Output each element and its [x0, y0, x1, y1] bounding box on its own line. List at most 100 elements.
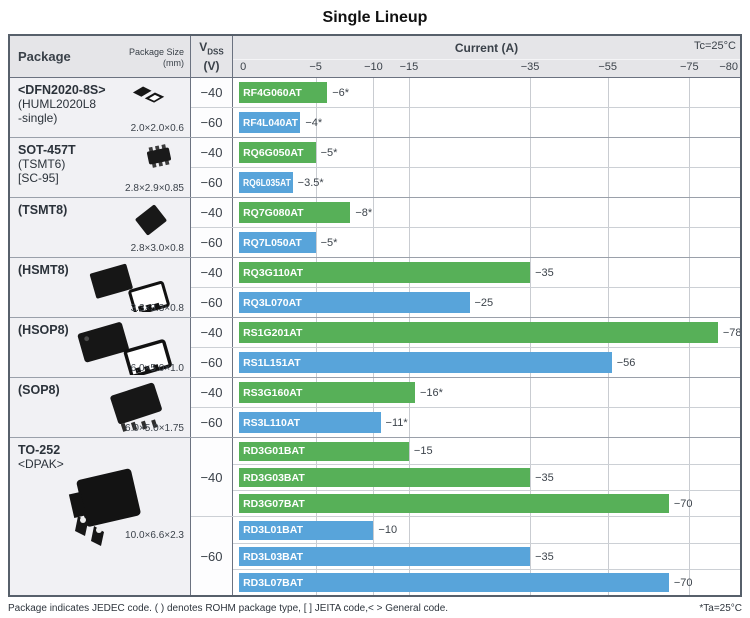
- part-number-label: RF4L040AT: [243, 116, 299, 129]
- bar-row: RS1G201AT −78: [233, 318, 740, 347]
- vdss-value: −40: [191, 318, 233, 347]
- vdss-value: −60: [191, 108, 233, 137]
- package-group: TO-252 <DPAK> 10.0×6.6×2.3 −40 RD3G01BAT −15 R…: [10, 437, 740, 595]
- current-axis-ticks: 0 −5 −10 −15 −35 −55 −75 −80: [233, 60, 740, 77]
- bar-rows: RQ7L050AT −5*: [233, 228, 740, 257]
- axis-gridline: [689, 198, 691, 227]
- current-bar: RS3G160AT: [239, 382, 415, 403]
- axis-gridline: [530, 168, 532, 197]
- axis-gridline: [607, 78, 609, 107]
- axis-gridline: [607, 168, 609, 197]
- bar-rows: RD3L01BAT −10 RD3L03BAT −35 RD3L07BAT −70: [233, 517, 740, 595]
- package-group: SOT-457T (TSMT6) [SC-95] 2.8×2.9×0.85 −40 RQ6…: [10, 137, 740, 197]
- vdss-header-unit: (V): [203, 59, 220, 74]
- voltage-blocks: −40 RS1G201AT −78 −60 RS1L151AT −56: [191, 318, 740, 377]
- voltage-block: −60 RS1L151AT −56: [191, 347, 740, 377]
- axis-tick-label: −35: [520, 61, 540, 73]
- current-value-label: −10: [378, 524, 398, 536]
- bar-rows: RD3G01BAT −15 RD3G03BAT −35 RD3G07BAT −70: [233, 438, 740, 516]
- package-size-header-unit: (mm): [163, 58, 184, 68]
- package-group: (HSMT8) 3.3×3.3×0.8 −40 RQ3G110AT −35 −60 RQ3L…: [10, 257, 740, 317]
- package-code: (TSMT6): [18, 157, 66, 171]
- current-value-label: −56: [616, 356, 636, 369]
- current-bar: RD3G03BAT: [239, 468, 531, 487]
- to252-package-icon: [56, 468, 160, 546]
- axis-gridline: [689, 108, 691, 137]
- bar-row: RS1L151AT −56: [233, 348, 740, 377]
- package-name: TO-252: [18, 443, 61, 457]
- axis-gridline: [689, 168, 691, 197]
- current-value-label: −8*: [355, 206, 373, 219]
- package-group: <DFN2020-8S> (HUML2020L8 -single) 2.0×2.0×…: [10, 78, 740, 137]
- package-cell: (TSMT8) 2.8×3.0×0.8: [10, 198, 191, 257]
- bar-row: RD3G07BAT −70: [233, 490, 740, 516]
- axis-gridline: [689, 570, 691, 595]
- package-name-block: (SOP8): [18, 383, 184, 397]
- axis-gridline: [530, 288, 532, 317]
- vdss-header-symbol: VDSS: [199, 39, 224, 57]
- axis-gridline: [530, 378, 532, 407]
- current-axis-title: Current (A): [454, 40, 519, 55]
- footnote-ta: *Ta=25°C: [699, 603, 742, 614]
- package-cell: (HSMT8) 3.3×3.3×0.8: [10, 258, 191, 317]
- axis-gridline: [373, 168, 375, 197]
- package-cell: (SOP8) 6.0×5.0×1.75: [10, 378, 191, 437]
- axis-gridline: [607, 288, 609, 317]
- axis-gridline: [689, 517, 691, 543]
- dfn2020-package-icon: [130, 84, 168, 106]
- footnote-codes: Package indicates JEDEC code. ( ) denote…: [8, 603, 449, 614]
- package-name-block: SOT-457T (TSMT6) [SC-95]: [18, 143, 184, 185]
- axis-gridline: [315, 228, 317, 257]
- bar-row: RQ6G050AT −5*: [233, 138, 740, 167]
- voltage-block: −40 RQ3G110AT −35: [191, 258, 740, 287]
- package-name-block: <DFN2020-8S> (HUML2020L8 -single): [18, 83, 184, 125]
- current-bar: RS1G201AT: [239, 322, 718, 343]
- current-bar: RD3G07BAT: [239, 494, 669, 513]
- axis-gridline: [315, 168, 317, 197]
- current-header-cell: Current (A) Tc=25°C 0 −5 −10 −15 −35 −55 −75 −8…: [233, 36, 740, 77]
- current-bar: RQ6G050AT: [239, 142, 316, 163]
- current-value-label: −70: [673, 576, 693, 589]
- axis-gridline: [689, 378, 691, 407]
- current-bar: RS1L151AT: [239, 352, 612, 373]
- axis-gridline: [689, 288, 691, 317]
- axis-gridline: [689, 491, 691, 516]
- axis-gridline: [315, 138, 317, 167]
- axis-gridline: [607, 228, 609, 257]
- part-number-label: RD3G01BAT: [243, 445, 305, 457]
- vdss-value: −40: [191, 378, 233, 407]
- axis-tick-label: −80: [719, 61, 738, 73]
- voltage-block: −60 RQ6L035AT −3.5*: [191, 167, 740, 197]
- axis-gridline: [408, 168, 410, 197]
- package-size: 3.3×3.3×0.8: [130, 303, 184, 314]
- bar-row: RD3L03BAT −35: [233, 543, 740, 569]
- table-body: <DFN2020-8S> (HUML2020L8 -single) 2.0×2.0×…: [10, 78, 740, 595]
- axis-gridline: [689, 438, 691, 464]
- part-number-label: RS3L110AT: [243, 416, 301, 429]
- voltage-block: −40 RD3G01BAT −15 RD3G03BAT −35 RD3G07BAT −70: [191, 438, 740, 516]
- bar-rows: RQ3L070AT −25: [233, 288, 740, 317]
- bar-rows: RS1L151AT −56: [233, 348, 740, 377]
- vdss-value: −40: [191, 138, 233, 167]
- axis-gridline: [607, 544, 609, 569]
- package-name-block: (TSMT8): [18, 203, 184, 217]
- axis-gridline: [408, 198, 410, 227]
- axis-gridline: [689, 348, 691, 377]
- vdss-header-cell: VDSS (V): [191, 36, 233, 77]
- axis-gridline: [315, 108, 317, 137]
- package-group: (TSMT8) 2.8×3.0×0.8 −40 RQ7G080AT −8* −60 RQ7L…: [10, 197, 740, 257]
- axis-gridline: [607, 138, 609, 167]
- current-bar: RQ6L035AT: [239, 172, 293, 193]
- bar-rows: RQ3G110AT −35: [233, 258, 740, 287]
- hsop8-package-icon: [74, 321, 176, 375]
- axis-tick-label: −15: [399, 61, 419, 73]
- voltage-block: −40 RS1G201AT −78: [191, 318, 740, 347]
- package-name: (TSMT8): [18, 203, 68, 217]
- page-title: Single Lineup: [322, 9, 428, 26]
- vdss-value: −60: [191, 517, 233, 595]
- package-size: 2.8×2.9×0.85: [125, 183, 184, 194]
- part-number-label: RS1G201AT: [243, 326, 303, 339]
- vdss-value: −60: [191, 408, 233, 437]
- package-code: <DPAK>: [18, 457, 64, 471]
